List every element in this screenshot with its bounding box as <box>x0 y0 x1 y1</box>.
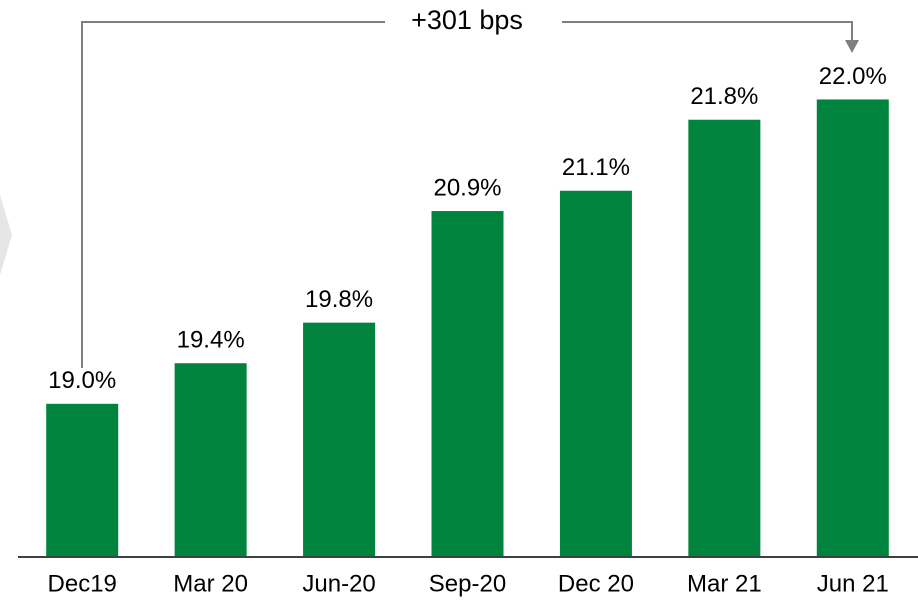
x-tick-label: Mar 20 <box>173 570 248 597</box>
chevron-decoration <box>0 195 12 275</box>
bar <box>688 119 761 557</box>
value-label: 21.1% <box>562 154 630 181</box>
x-tick-label: Sep-20 <box>429 570 506 597</box>
bar <box>303 322 376 556</box>
x-tick-label: Dec19 <box>48 570 117 597</box>
value-label: 19.0% <box>48 367 116 394</box>
x-tick-label: Jun-20 <box>302 570 375 597</box>
arrowhead <box>845 40 859 53</box>
x-tick-label: Dec 20 <box>558 570 634 597</box>
bar <box>816 99 889 556</box>
annotation: +301 bps <box>411 5 523 35</box>
bar <box>559 190 632 556</box>
bracket-right <box>562 21 853 42</box>
x-tick-label: Mar 21 <box>687 570 762 597</box>
bar <box>46 403 119 556</box>
value-label: 19.8% <box>305 286 373 313</box>
value-label: 19.4% <box>177 327 245 354</box>
value-label: 22.0% <box>819 63 887 90</box>
bar <box>431 211 504 556</box>
bracket-left <box>81 21 385 368</box>
bar <box>174 363 247 556</box>
value-label: 21.8% <box>690 83 758 110</box>
value-label: 20.9% <box>433 174 501 201</box>
bracket <box>81 21 853 368</box>
x-tick-label: Jun 21 <box>817 570 889 597</box>
